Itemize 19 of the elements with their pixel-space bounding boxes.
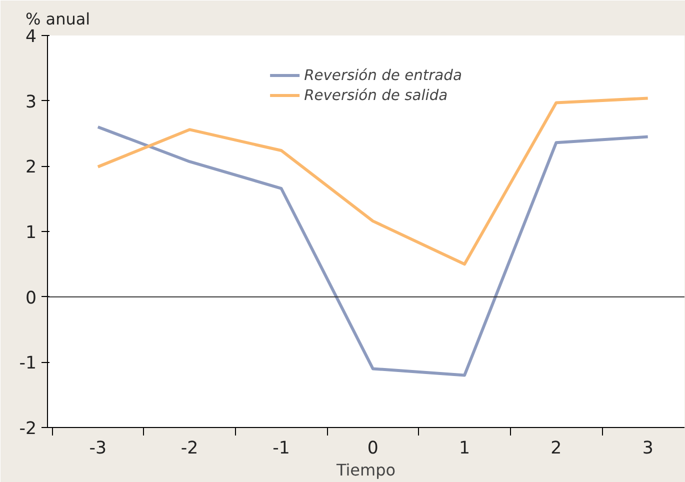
line-series — [96, 125, 650, 377]
y-tick-label: 3 — [25, 92, 37, 112]
legend-label: Reversión de salida — [304, 86, 448, 104]
y-tick-label: 2 — [25, 158, 37, 178]
x-axis-title: Tiempo — [335, 460, 396, 480]
y-tick-label: 1 — [25, 223, 37, 243]
x-tick-label: 2 — [550, 438, 562, 458]
y-tick-label: -1 — [19, 354, 37, 374]
x-tick-label: 0 — [367, 438, 378, 458]
legend-label: Reversión de entrada — [304, 66, 462, 84]
y-tick-label: 4 — [25, 27, 37, 47]
y-tick-label: 0 — [25, 288, 37, 308]
x-tick-label: 1 — [459, 438, 470, 458]
y-axis-title: % anual — [26, 10, 90, 28]
x-tick-label: -2 — [180, 438, 198, 458]
x-tick-label: -3 — [89, 438, 107, 458]
x-tick-label: -1 — [272, 438, 290, 458]
y-tick-label: -2 — [19, 419, 37, 439]
x-tick-label: 3 — [642, 438, 654, 458]
